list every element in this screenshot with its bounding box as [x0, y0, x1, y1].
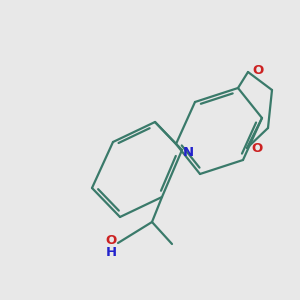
Text: O: O [105, 235, 117, 248]
Text: O: O [251, 142, 262, 155]
Text: N: N [182, 146, 194, 158]
Text: O: O [252, 64, 264, 76]
Text: H: H [105, 247, 117, 260]
